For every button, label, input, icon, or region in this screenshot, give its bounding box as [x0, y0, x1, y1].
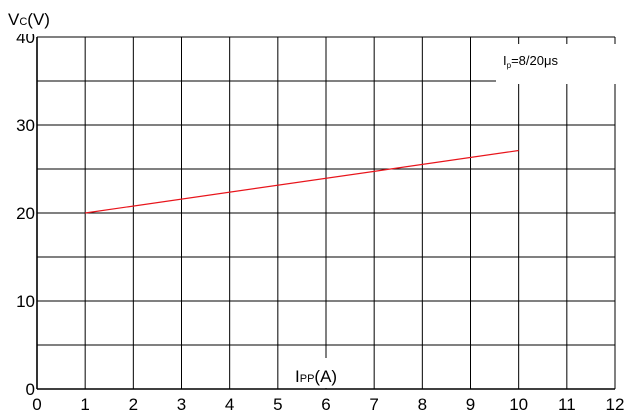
x-tick-label: 6 [321, 395, 330, 414]
x-tick-label: 10 [509, 395, 528, 414]
x-tick-label: 2 [129, 395, 138, 414]
y-axis-label: VC(V) [8, 10, 50, 29]
x-tick-label: 7 [369, 395, 378, 414]
pulse-annotation: Ip=8/20μs [503, 53, 558, 70]
x-tick-label: 4 [225, 395, 234, 414]
y-tick-label: 0 [26, 380, 35, 399]
x-tick-label: 9 [466, 395, 475, 414]
plot-area [85, 149, 519, 214]
x-tick-label: 0 [32, 395, 41, 414]
x-tick-label: 12 [606, 395, 625, 414]
x-tick-label: 1 [80, 395, 89, 414]
x-tick-label: 5 [273, 395, 282, 414]
series-line [85, 149, 519, 214]
y-tick-label: 30 [16, 116, 35, 135]
ylabel-background [4, 4, 94, 34]
grid [36, 36, 616, 390]
x-axis-label: IPP(A) [295, 367, 337, 386]
x-tick-label: 11 [558, 395, 576, 414]
xlabel-background [288, 358, 368, 388]
y-tick-label: 10 [16, 292, 35, 311]
x-tick-label: 8 [418, 395, 427, 414]
x-tick-label: 3 [177, 395, 186, 414]
y-tick-label: 20 [16, 204, 35, 223]
annotation-background [496, 44, 616, 84]
